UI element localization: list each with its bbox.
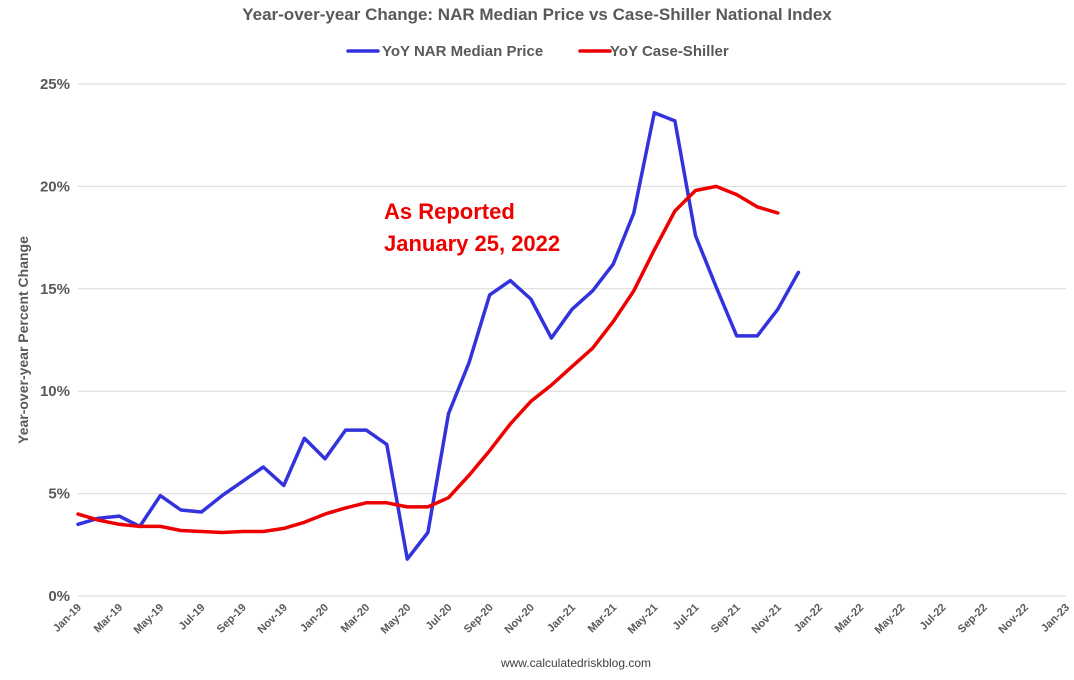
x-tick-label: Mar-22 xyxy=(833,602,867,636)
x-tick-label: Sep-22 xyxy=(956,602,990,636)
x-tick-label: Jan-22 xyxy=(792,602,825,635)
x-tick-label: Jul-19 xyxy=(177,602,208,633)
x-tick-label: Sep-20 xyxy=(462,602,496,636)
y-tick-label: 15% xyxy=(40,281,70,298)
x-tick-label: Jul-21 xyxy=(671,602,702,633)
chart-title: Year-over-year Change: NAR Median Price … xyxy=(242,5,832,24)
y-axis-label: Year-over-year Percent Change xyxy=(15,236,31,444)
x-tick-label: Jul-22 xyxy=(918,602,949,633)
y-tick-label: 25% xyxy=(40,76,70,93)
y-tick-label: 20% xyxy=(40,178,70,195)
x-tick-label: Sep-19 xyxy=(215,602,249,636)
x-tick-label: Jul-20 xyxy=(424,602,455,633)
legend: YoY NAR Median Price YoY Case-Shiller xyxy=(346,43,729,60)
x-tick-label: May-22 xyxy=(873,602,908,637)
x-tick-label: May-19 xyxy=(132,602,167,637)
annotation-line-1: As Reported xyxy=(384,199,515,224)
x-tick-label: Mar-20 xyxy=(339,602,373,636)
x-tick-label: Nov-22 xyxy=(997,602,1031,636)
x-axis-ticks: Jan-19 Mar-19 May-19 Jul-19 Sep-19 Nov-19 Jan-… xyxy=(51,602,1072,637)
x-tick-label: Mar-19 xyxy=(92,602,126,636)
grid xyxy=(78,83,1066,597)
legend-label: YoY Case-Shiller xyxy=(610,43,729,60)
x-tick-label: Jan-23 xyxy=(1039,602,1072,635)
x-tick-label: Jan-20 xyxy=(298,602,331,635)
x-tick-label: Nov-20 xyxy=(503,602,537,636)
x-tick-label: Nov-21 xyxy=(750,602,784,636)
x-tick-label: Mar-21 xyxy=(586,602,620,636)
y-tick-label: 5% xyxy=(48,486,70,503)
x-tick-label: Sep-21 xyxy=(709,602,743,636)
legend-label: YoY NAR Median Price xyxy=(382,43,543,60)
x-tick-label: Jan-21 xyxy=(545,602,578,635)
series-line-nar-median-price xyxy=(76,110,801,561)
x-tick-label: Nov-19 xyxy=(256,602,290,636)
source-credit: www.calculatedriskblog.com xyxy=(500,656,651,670)
x-tick-label: May-21 xyxy=(626,602,661,637)
x-tick-label: Jan-19 xyxy=(51,602,84,635)
x-tick-label: May-20 xyxy=(379,602,414,637)
y-tick-label: 0% xyxy=(48,588,70,605)
y-axis-ticks: 0% 5% 10% 15% 20% 25% xyxy=(40,76,70,605)
series-line-case-shiller xyxy=(76,184,780,535)
y-tick-label: 10% xyxy=(40,383,70,400)
annotation-line-2: January 25, 2022 xyxy=(384,231,560,256)
series-group xyxy=(76,110,801,561)
